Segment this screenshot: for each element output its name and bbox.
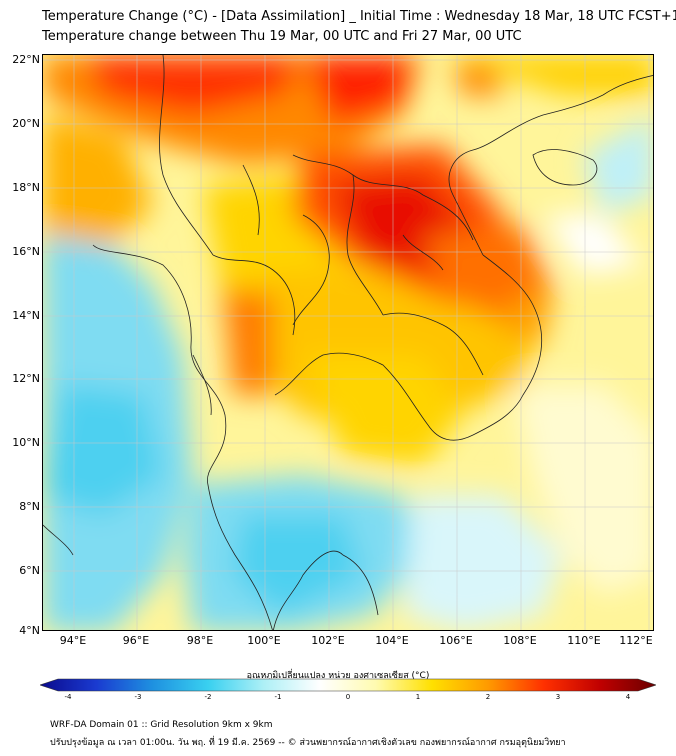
colorbar-title: อุณหภูมิเปลี่ยนแปลง หน่วย องศาเซลเซียส (…	[246, 671, 430, 681]
colorbar-tick: 3	[555, 693, 561, 701]
lon-label: 110°E	[567, 634, 601, 647]
colorbar-tick: 2	[485, 693, 491, 701]
lat-label: 14°N	[12, 309, 40, 322]
lon-label: 104°E	[375, 634, 409, 647]
colorbar-tick: -2	[204, 693, 212, 701]
lat-label: 16°N	[12, 245, 40, 258]
lat-label: 18°N	[12, 181, 40, 194]
colorbar	[40, 678, 656, 692]
lon-label: 100°E	[247, 634, 281, 647]
map-title: Temperature Change (°C) - [Data Assimila…	[42, 9, 676, 24]
lat-label: 6°N	[19, 564, 40, 577]
map-subtitle: Temperature change between Thu 19 Mar, 0…	[42, 29, 522, 44]
footer-credit: ปรับปรุงข้อมูล ณ เวลา 01:00น. วัน พฤ. ที…	[50, 738, 566, 748]
lon-label: 108°E	[503, 634, 537, 647]
temperature-field	[43, 55, 653, 630]
graticule	[43, 55, 653, 630]
lat-label: 12°N	[12, 372, 40, 385]
colorbar-tick: 1	[415, 693, 421, 701]
lon-label: 96°E	[122, 634, 150, 647]
lon-label: 102°E	[311, 634, 345, 647]
lon-label: 94°E	[59, 634, 87, 647]
lon-label: 98°E	[186, 634, 214, 647]
colorbar-tick: -4	[64, 693, 72, 701]
lat-label: 22°N	[12, 53, 40, 66]
temperature-change-map	[42, 54, 654, 631]
map-canvas	[43, 55, 653, 630]
footer-grid-info: WRF-DA Domain 01 :: Grid Resolution 9km …	[50, 720, 273, 730]
colorbar-gradient	[40, 678, 656, 692]
lon-label: 112°E	[619, 634, 653, 647]
lat-label: 4°N	[19, 624, 40, 637]
colorbar-tick: 4	[625, 693, 631, 701]
colorbar-tick: -1	[274, 693, 282, 701]
lat-label: 8°N	[19, 500, 40, 513]
colorbar-tick: -3	[134, 693, 142, 701]
lon-label: 106°E	[439, 634, 473, 647]
lat-label: 20°N	[12, 117, 40, 130]
colorbar-tick: 0	[345, 693, 351, 701]
lat-label: 10°N	[12, 436, 40, 449]
coastlines-borders	[43, 55, 653, 630]
